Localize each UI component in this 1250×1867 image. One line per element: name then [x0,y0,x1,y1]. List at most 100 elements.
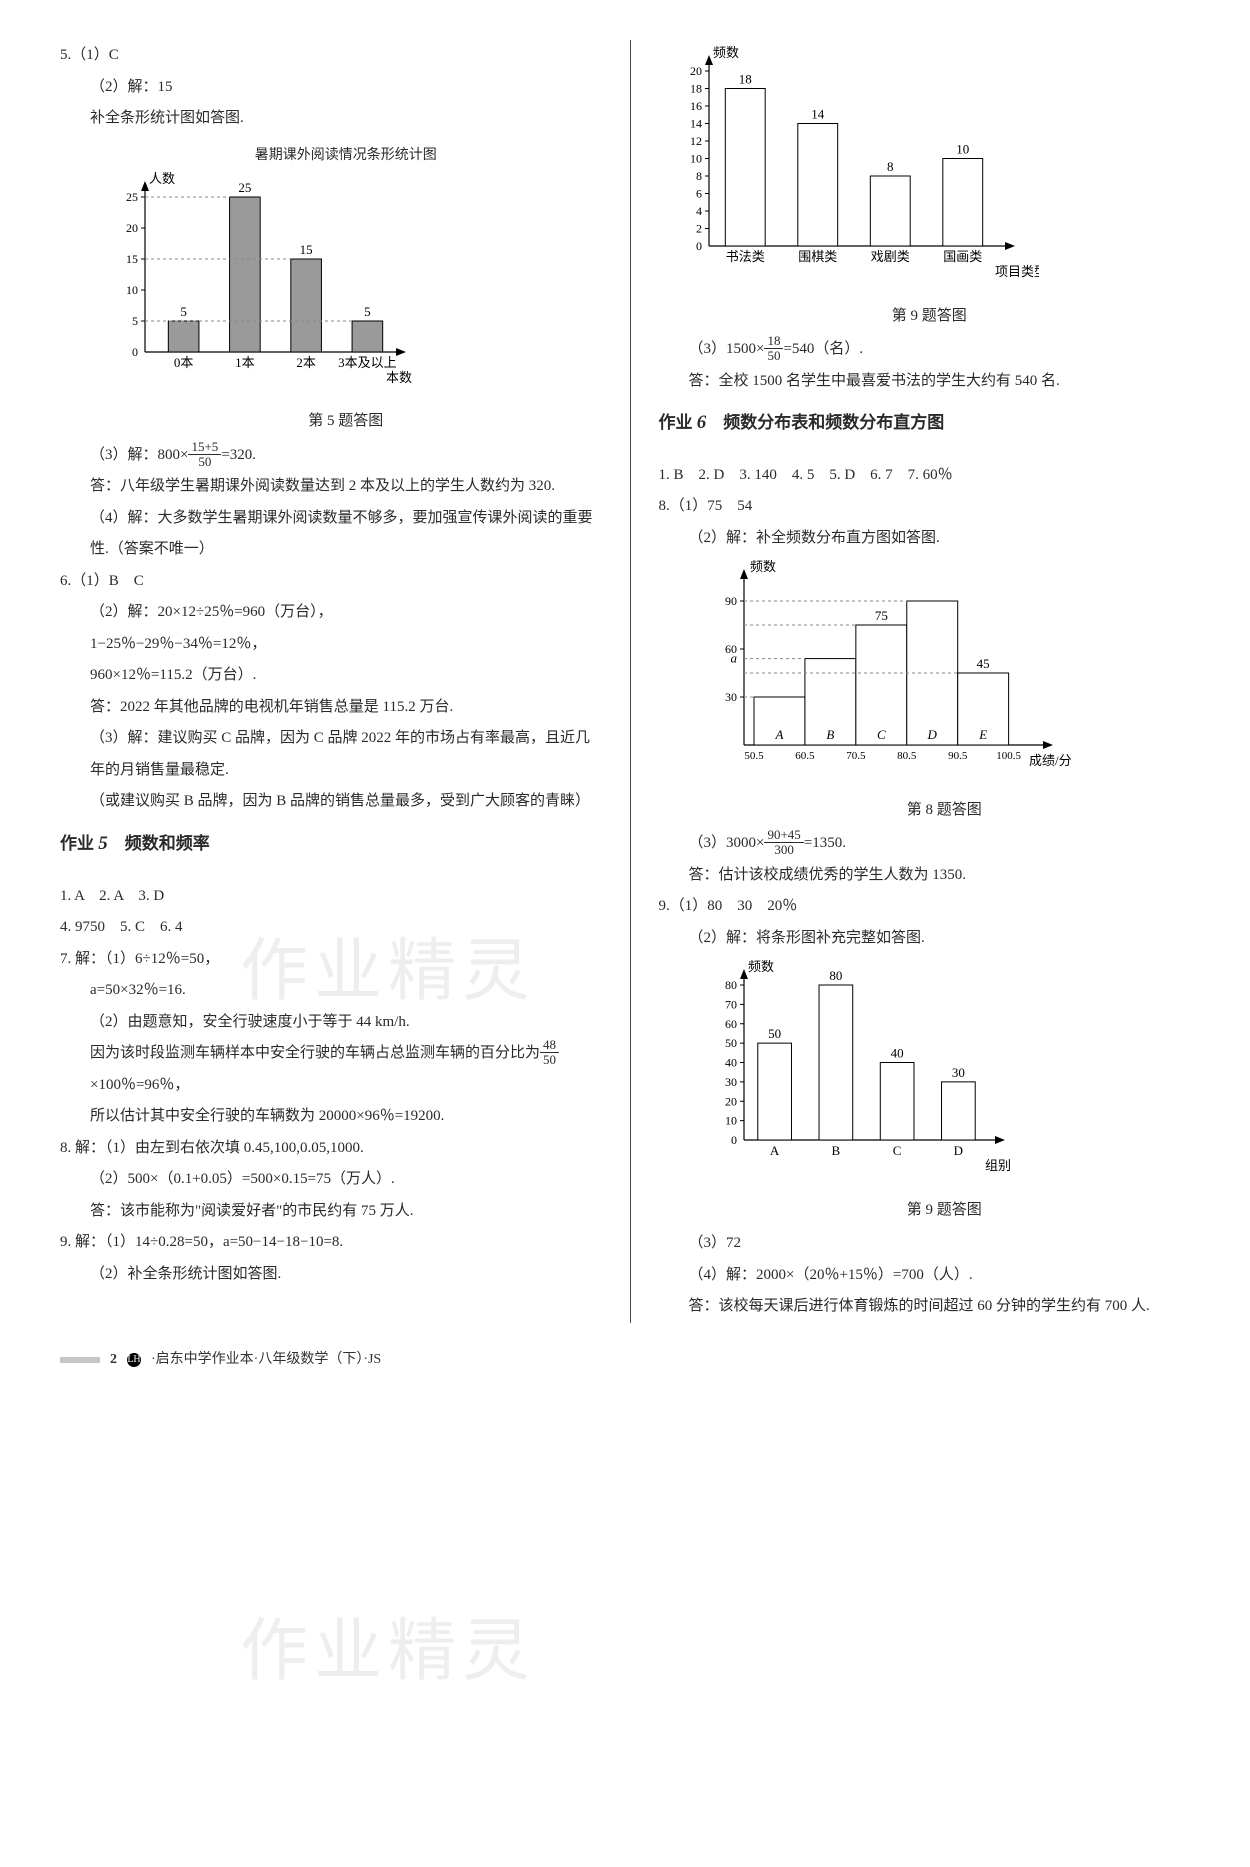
ans-6-2c: 960×12％=115.2（万台）. [60,660,602,692]
footer-text: ·启东中学作业本·八年级数学（下）·JS [151,1345,381,1374]
svg-text:45: 45 [976,656,989,671]
hw5-title: 作业 5 频数和频率 [60,824,602,864]
svg-text:0本: 0本 [174,355,194,370]
svg-text:5: 5 [180,304,187,319]
svg-text:项目类型: 项目类型 [995,264,1039,279]
svg-text:75: 75 [874,608,887,623]
svg-text:4: 4 [696,204,702,218]
chart-9a-wrap: 频数项目类型2468101214161820018书法类14围棋类8戏剧类10国… [659,46,1201,332]
svg-text:5: 5 [364,304,371,319]
svg-text:频数: 频数 [713,46,739,60]
right-column: 频数项目类型2468101214161820018书法类14围棋类8戏剧类10国… [631,40,1201,1323]
chart-9b-caption: 第 9 题答图 [689,1195,1201,1227]
ans-6-1: 6.（1）B C [60,566,602,598]
svg-text:成绩/分: 成绩/分 [1029,753,1072,768]
hw5-9b: （2）补全条形统计图如答图. [60,1259,602,1291]
svg-text:A: A [769,1143,779,1158]
svg-text:10: 10 [725,1114,737,1128]
svg-text:80.5: 80.5 [897,750,917,762]
hw6-title: 作业 6 频数分布表和频数分布直方图 [659,403,1201,443]
svg-text:100.5: 100.5 [996,750,1021,762]
svg-text:人数: 人数 [149,172,175,186]
svg-text:a: a [730,651,737,666]
ans-5-3: （3）解：800×15+550=320. [60,440,602,472]
hw5-7a: 7. 解：（1）6÷12％=50， [60,944,602,976]
svg-text:50.5: 50.5 [744,750,764,762]
svg-text:70: 70 [725,998,737,1012]
ans-6-3b: （或建议购买 B 品牌，因为 B 品牌的销售总量最多，受到广大顾客的青睐） [60,786,602,818]
hw5-7d: 因为该时段监测车辆样本中安全行驶的车辆占总监测车辆的百分比为4850×100％=… [60,1038,602,1101]
chart-8-svg: 频数成绩/分306090aABC75DE4550.560.570.580.590… [689,560,1089,780]
ans-5-3a: （3）解：800× [90,447,188,463]
hw6-line1: 1. B 2. D 3. 140 4. 5 5. D 6. 7 7. 60％ [659,460,1201,492]
ans-5-4: （4）解：大多数学生暑期课外阅读数量不够多，要加强宣传课外阅读的重要性.（答案不… [60,503,602,566]
svg-text:15: 15 [300,242,313,257]
svg-text:30: 30 [725,1075,737,1089]
svg-text:80: 80 [725,978,737,992]
svg-text:8: 8 [887,159,894,174]
svg-text:18: 18 [690,82,702,96]
chart-9a-caption: 第 9 题答图 [659,301,1201,333]
chart-5-wrap: 暑期课外阅读情况条形统计图 人数本数510152025050本251本152本5… [60,141,602,438]
hw5-8b: （2）500×（0.1+0.05）=500×0.15=75（万人）. [60,1164,602,1196]
r-9-3c: 答：全校 1500 名学生中最喜爱书法的学生大约有 540 名. [659,366,1201,398]
svg-text:60.5: 60.5 [795,750,815,762]
chart-8-wrap: 频数成绩/分306090aABC75DE4550.560.570.580.590… [659,560,1201,826]
ans-5-3c: 答：八年级学生暑期课外阅读数量达到 2 本及以上的学生人数约为 320. [60,471,602,503]
ans-5-1: 5.（1）C [60,40,602,72]
svg-text:15: 15 [126,252,138,266]
svg-text:25: 25 [238,180,251,195]
frac: 1850 [764,334,783,364]
svg-text:20: 20 [690,64,702,78]
svg-text:0: 0 [696,239,702,253]
svg-text:C: C [876,727,885,742]
svg-text:6: 6 [696,187,702,201]
page-columns: 作业精灵 作业精灵 5.（1）C （2）解：15 补全条形统计图如答图. 暑期课… [60,40,1200,1323]
frac: 15+550 [188,440,221,470]
r-9-3: （3）1500×1850=540（名）. [659,334,1201,366]
hw5-line1: 1. A 2. A 3. D [60,881,602,913]
svg-text:B: B [831,1143,840,1158]
svg-text:10: 10 [126,283,138,297]
ans-6-3a: （3）解：建议购买 C 品牌，因为 C 品牌 2022 年的市场占有率最高，且近… [60,723,602,786]
svg-text:书法类: 书法类 [725,249,764,264]
chart-8-caption: 第 8 题答图 [689,795,1201,827]
svg-text:80: 80 [829,968,842,983]
svg-text:E: E [978,727,987,742]
page-footer: 2 LH ·启东中学作业本·八年级数学（下）·JS [60,1345,1200,1374]
hw6-8-3: （3）3000×90+45300=1350. [659,828,1201,860]
chart-9b-wrap: 频数组别1020304050607080050A80B40C30D 第 9 题答… [659,960,1201,1226]
svg-text:8: 8 [696,169,702,183]
svg-text:30: 30 [951,1065,964,1080]
hw5-line2: 4. 9750 5. C 6. 4 [60,912,602,944]
hw5-7b: a=50×32％=16. [60,975,602,1007]
svg-text:本数: 本数 [386,370,412,385]
watermark: 作业精灵 [240,1580,536,1723]
hw5-9a: 9. 解：（1）14÷0.28=50，a=50−14−18−10=8. [60,1227,602,1259]
svg-text:频数: 频数 [750,560,776,574]
svg-text:频数: 频数 [748,960,774,974]
svg-text:D: D [953,1143,962,1158]
frac: 4850 [540,1038,559,1068]
page-number: 2 [110,1345,117,1374]
hw5-7c: （2）由题意知，安全行驶速度小于等于 44 km/h. [60,1007,602,1039]
svg-text:国画类: 国画类 [943,249,982,264]
ans-5-3b: =320. [221,447,256,463]
svg-text:C: C [892,1143,901,1158]
svg-text:90: 90 [725,594,737,608]
chart-9b-svg: 频数组别1020304050607080050A80B40C30D [689,960,1029,1180]
svg-text:50: 50 [768,1027,781,1042]
svg-text:16: 16 [690,99,702,113]
svg-text:25: 25 [126,190,138,204]
hw6-9-2: （2）解：将条形图补充完整如答图. [659,923,1201,955]
ans-5-2b: 补全条形统计图如答图. [60,103,602,135]
chart-5-title: 暑期课外阅读情况条形统计图 [90,141,602,170]
chart-5-svg: 人数本数510152025050本251本152本53本及以上 [90,172,430,392]
svg-text:18: 18 [738,72,751,87]
ans-6-2b: 1−25％−29％−34％=12％， [60,629,602,661]
svg-text:70.5: 70.5 [846,750,866,762]
hw6-8-3c: 答：估计该校成绩优秀的学生人数为 1350. [659,860,1201,892]
hw5-7f: 所以估计其中安全行驶的车辆数为 20000×96％=19200. [60,1101,602,1133]
svg-text:围棋类: 围棋类 [798,249,837,264]
svg-text:5: 5 [132,314,138,328]
